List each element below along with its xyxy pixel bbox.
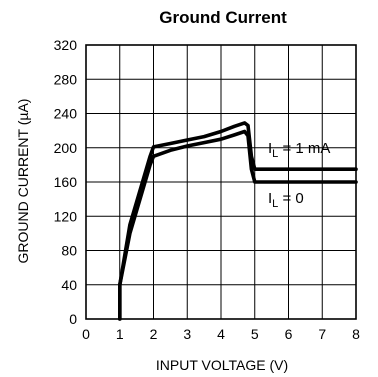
y-tick-label: 240 [54, 106, 78, 122]
y-tick-label: 120 [54, 208, 78, 224]
x-axis-label: INPUT VOLTAGE (V) [156, 357, 288, 373]
y-axis-label: GROUND CURRENT (µA) [15, 99, 31, 264]
series-label-il-0: IL = 0 [268, 190, 304, 210]
x-tick-label: 4 [217, 326, 225, 342]
y-tick-label: 200 [54, 140, 78, 156]
x-tick-label: 8 [352, 326, 360, 342]
x-tick-label: 0 [82, 326, 90, 342]
series-label-il-1ma: IL = 1 mA [268, 140, 330, 160]
y-tick-label: 160 [54, 174, 78, 190]
y-tick-labels: 0 40 80 120 160 200 240 280 320 [54, 37, 78, 327]
x-tick-label: 5 [251, 326, 259, 342]
x-tick-label: 2 [150, 326, 158, 342]
x-tick-label: 6 [285, 326, 293, 342]
x-tick-label: 1 [116, 326, 124, 342]
y-tick-label: 0 [69, 311, 77, 327]
x-tick-label: 3 [183, 326, 191, 342]
series-annotations: IL = 1 mA IL = 0 [268, 140, 330, 210]
series-lines [118, 121, 358, 321]
y-tick-label: 40 [61, 277, 77, 293]
y-tick-label: 80 [61, 243, 77, 259]
y-tick-label: 280 [54, 71, 78, 87]
x-tick-label: 7 [318, 326, 326, 342]
chart-title: Ground Current [159, 8, 287, 27]
series-line-il-0 [118, 129, 358, 321]
y-tick-label: 320 [54, 37, 78, 53]
x-tick-labels: 0 1 2 3 4 5 6 7 8 [82, 326, 360, 342]
